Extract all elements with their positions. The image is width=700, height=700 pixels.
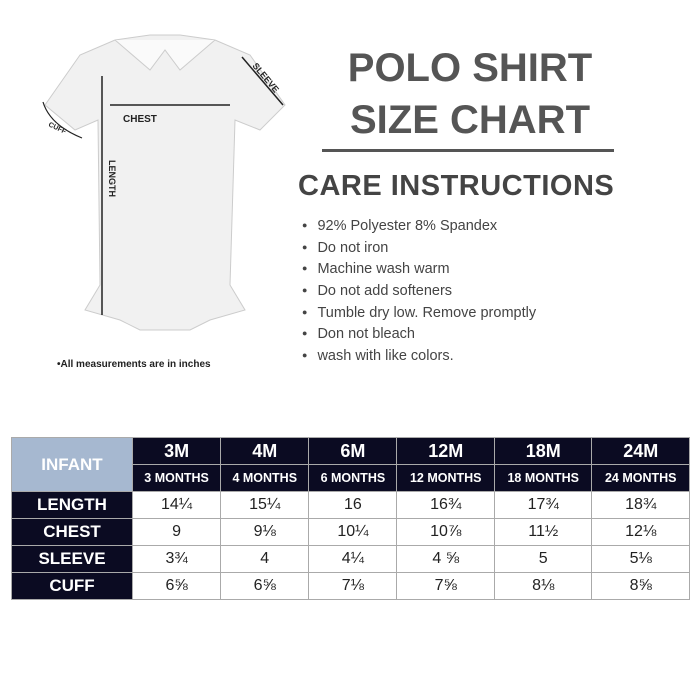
table-cell: 16¾ xyxy=(396,491,495,519)
size-header: 12M xyxy=(396,437,495,465)
table-cell: 12⅛ xyxy=(591,518,690,546)
chest-label: CHEST xyxy=(123,114,157,125)
table-cell: 5⅛ xyxy=(591,545,690,573)
row-label: SLEEVE xyxy=(11,545,133,573)
table-cell: 14¼ xyxy=(131,491,222,519)
sleeve-arrow xyxy=(241,56,284,106)
care-item: Tumble dry low. Remove promptly xyxy=(302,303,536,325)
table-cell: 5 xyxy=(493,545,593,573)
table-cell: 6⅝ xyxy=(131,572,222,600)
table-cell: 16 xyxy=(308,491,398,519)
care-heading: CARE INSTRUCTIONS xyxy=(298,170,615,202)
size-header: 18M xyxy=(493,437,593,465)
table-cell: 6⅝ xyxy=(220,572,310,600)
age-header: 4 MONTHS xyxy=(220,464,310,492)
table-cell: 4 ⅝ xyxy=(396,545,495,573)
table-cell: 4 xyxy=(220,545,310,573)
table-row: LENGTH 14¼ 15¼ 16 16¾ 17¾ 18¾ xyxy=(11,491,690,519)
table-cell: 8⅛ xyxy=(493,572,593,600)
table-cell: 8⅝ xyxy=(591,572,690,600)
size-header: 3M xyxy=(131,437,222,465)
table-cell: 18¾ xyxy=(591,491,690,519)
table-cell: 11½ xyxy=(493,518,593,546)
size-header: 24M xyxy=(591,437,690,465)
row-label: CHEST xyxy=(11,518,133,546)
row-label: LENGTH xyxy=(11,491,133,519)
age-header: 6 MONTHS xyxy=(308,464,398,492)
age-header: 12 MONTHS xyxy=(396,464,495,492)
table-cell: 9⅛ xyxy=(220,518,310,546)
table-cell: 7⅛ xyxy=(308,572,398,600)
age-header: 3 MONTHS xyxy=(131,464,222,492)
care-item: Do not add softeners xyxy=(302,281,536,303)
table-row: CHEST 9 9⅛ 10¼ 10⅞ 11½ 12⅛ xyxy=(11,518,690,546)
table-cell: 4¼ xyxy=(308,545,398,573)
table-cell: 10⅞ xyxy=(396,518,495,546)
onesie-diagram: CHEST SLEEVE CUFF LENGTH xyxy=(42,34,286,331)
table-cell: 9 xyxy=(131,518,222,546)
row-label: CUFF xyxy=(11,572,133,600)
care-item: Do not iron xyxy=(302,238,536,260)
care-list: 92% Polyester 8% Spandex Do not iron Mac… xyxy=(302,216,536,368)
care-item: wash with like colors. xyxy=(302,346,536,368)
title-divider xyxy=(322,149,614,152)
measurement-note: •All measurements are in inches xyxy=(57,359,211,370)
table-cell: 3¾ xyxy=(131,545,222,573)
age-header: 18 MONTHS xyxy=(493,464,593,492)
length-label: LENGTH xyxy=(107,160,117,197)
cuff-arrow xyxy=(42,101,83,139)
table-cell: 15¼ xyxy=(220,491,310,519)
size-header: 4M xyxy=(220,437,310,465)
table-cell: 7⅝ xyxy=(396,572,495,600)
size-header-row: INFANT 3M 4M 6M 12M 18M 24M xyxy=(11,437,690,492)
corner-cell: INFANT xyxy=(11,437,133,492)
table-row: SLEEVE 3¾ 4 4¼ 4 ⅝ 5 5⅛ xyxy=(11,545,690,573)
title-line-1: POLO SHIRT xyxy=(347,46,593,90)
care-item: Don not bleach xyxy=(302,324,536,346)
size-table: INFANT 3M 4M 6M 12M 18M 24M 3 MONTHS 4 MONTHS 6 M… xyxy=(11,437,690,600)
care-item: Machine wash warm xyxy=(302,259,536,281)
table-cell: 17¾ xyxy=(493,491,593,519)
age-header: 24 MONTHS xyxy=(591,464,690,492)
care-item: 92% Polyester 8% Spandex xyxy=(302,216,536,238)
size-header: 6M xyxy=(308,437,398,465)
table-row: CUFF 6⅝ 6⅝ 7⅛ 7⅝ 8⅛ 8⅝ xyxy=(11,572,690,600)
title-line-2: SIZE CHART xyxy=(350,98,590,142)
table-cell: 10¼ xyxy=(308,518,398,546)
